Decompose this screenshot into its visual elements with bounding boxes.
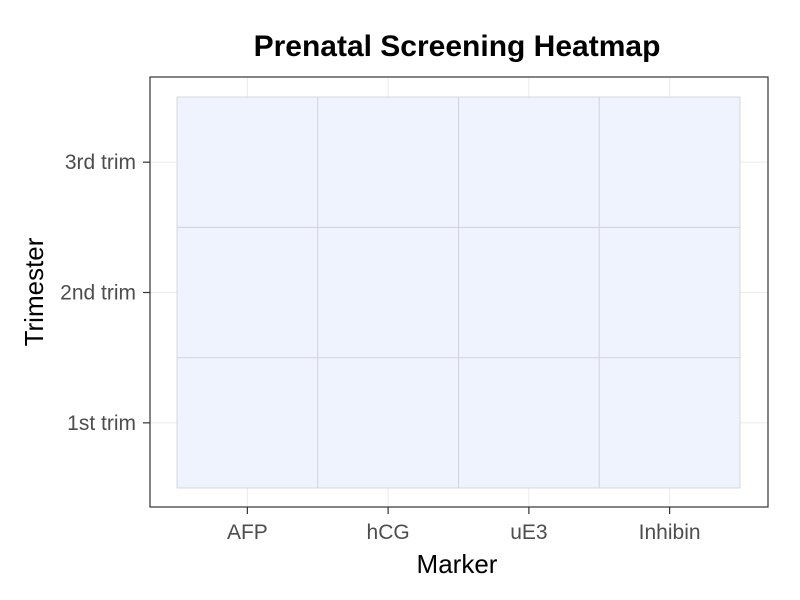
- x-tick-label: uE3: [510, 521, 547, 544]
- y-tick-label: 2nd trim: [60, 282, 136, 305]
- heatmap-tile: [598, 357, 741, 489]
- chart-title: Prenatal Screening Heatmap: [254, 30, 661, 63]
- x-axis-title: Marker: [417, 549, 498, 579]
- heatmap-tile: [176, 226, 319, 359]
- heatmap-tile: [598, 226, 741, 359]
- y-tick-label: 1st trim: [67, 412, 136, 435]
- heatmap-tile: [317, 357, 459, 489]
- y-axis-title: Trimester: [19, 237, 49, 346]
- heatmap-tile: [458, 357, 600, 489]
- heatmap-tile: [176, 357, 319, 489]
- heatmap-tiles: [176, 96, 741, 489]
- heatmap-tile: [458, 226, 600, 359]
- y-axis: 1st trim 2nd trim 3rd trim: [60, 151, 150, 435]
- heatmap-tile: [176, 96, 319, 228]
- heatmap-tile: [598, 96, 741, 228]
- y-tick-label: 3rd trim: [65, 151, 136, 174]
- x-tick-label: Inhibin: [639, 521, 701, 544]
- heatmap-tile: [317, 96, 459, 228]
- x-tick-label: AFP: [227, 521, 268, 544]
- x-tick-label: hCG: [367, 521, 410, 544]
- heatmap-tile: [458, 96, 600, 228]
- x-axis: AFP hCG uE3 Inhibin: [227, 507, 701, 544]
- heatmap-tile: [317, 226, 459, 359]
